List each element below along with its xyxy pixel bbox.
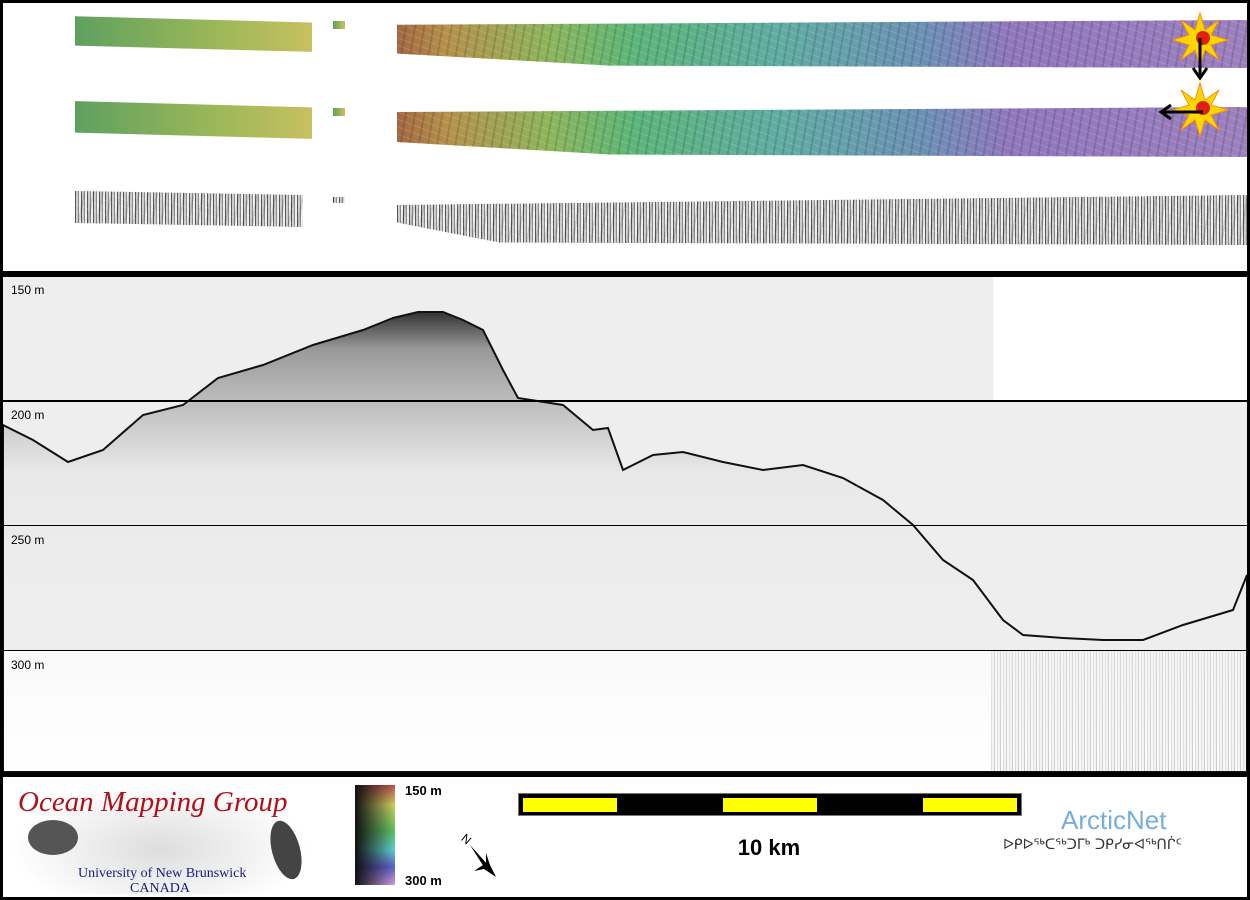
- ocean-mapping-group-logo: Ocean Mapping Group University of New Br…: [10, 782, 310, 896]
- swath-shaded-east: [397, 107, 1247, 157]
- subbottom-profile-panel: 150 m 200 m 250 m 300 m: [3, 277, 1247, 772]
- seafloor-reflector: [3, 311, 1247, 772]
- swath-sidescan-east: [397, 195, 1247, 245]
- depth-label: 200 m: [11, 408, 45, 422]
- legend-panel: Ocean Mapping Group University of New Br…: [3, 777, 1247, 897]
- swath-shaded-fragment: [333, 108, 345, 116]
- swath-panel: [3, 3, 1247, 271]
- depth-row: 150 m: [3, 277, 1247, 402]
- omg-subtitle: University of New Brunswick: [78, 866, 247, 881]
- depth-row: 300 m: [3, 651, 1247, 772]
- arcticnet-syllabics: ᐅᑭᐅᖅᑕᖅᑐᒥᒃ ᑐᑭᓯᓂᐊᖅᑎᒌᑦ: [1003, 837, 1182, 853]
- swath-sidescan-fragment: [333, 197, 345, 203]
- depth-row: 250 m: [3, 526, 1247, 651]
- omg-country: CANADA: [130, 881, 190, 896]
- survey-start-markers: [1158, 11, 1230, 138]
- north-arrow-icon: N: [458, 831, 496, 877]
- depth-label: 250 m: [11, 533, 45, 547]
- scale-bar: [518, 793, 1022, 816]
- swath-bathymetry-fragment: [333, 21, 345, 29]
- arrow-down-icon: [1191, 38, 1209, 81]
- arcticnet-logo: ArcticNet: [1061, 805, 1167, 835]
- swath-bathymetry-east: [397, 20, 1247, 68]
- seafloor-profile: [3, 311, 1247, 772]
- north-label: N: [458, 831, 474, 847]
- depth-label: 300 m: [11, 658, 45, 672]
- depth-label: 150 m: [11, 283, 45, 297]
- color-scale-top-label: 150 m: [405, 783, 442, 798]
- depth-color-scale: [355, 785, 395, 885]
- swath-backscatter-shaded-west: [75, 101, 312, 139]
- depth-row: 200 m: [3, 401, 1247, 526]
- arrow-left-icon: [1158, 103, 1203, 121]
- omg-title: Ocean Mapping Group: [18, 786, 288, 818]
- swath-bathymetry-west: [75, 16, 312, 52]
- explosion-marker-icon: [1171, 81, 1230, 138]
- color-scale-bottom-label: 300 m: [405, 873, 442, 888]
- scale-bar-label: 10 km: [737, 835, 801, 860]
- swath-sidescan-west: [75, 191, 303, 227]
